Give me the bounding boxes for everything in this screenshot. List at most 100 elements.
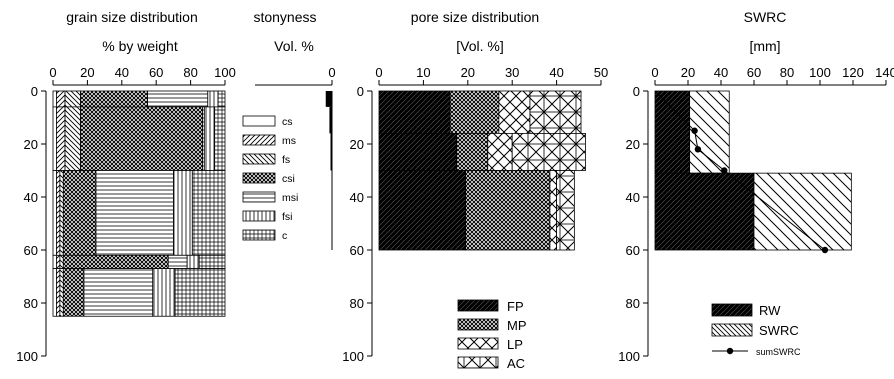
swrc-x-tick-label: 100 (809, 65, 831, 80)
grain-y-tick-label: 20 (24, 137, 38, 152)
grain-bar-msi (83, 268, 154, 317)
pore-x-tick-label: 10 (416, 65, 430, 80)
swrc-x-tick-label: 140 (875, 65, 894, 80)
swrc-legend-label-sumSWRC: sumSWRC (756, 347, 801, 357)
stony-chart-title: stonyness (253, 9, 316, 25)
grain-bar-ms (56, 90, 66, 108)
pore-y-tick-label: 40 (350, 190, 364, 205)
stony-bar (325, 91, 332, 107)
swrc-legend-swatch-RW (711, 303, 753, 317)
grain-legend-label-c: c (282, 230, 287, 242)
pore-bar-FP (378, 90, 451, 134)
swrc-point-sumSWRC (721, 167, 728, 174)
swrc-legend-label-SWRC: SWRC (759, 323, 799, 338)
stony-x-tick-label: 0 (328, 65, 335, 80)
stony-bar (329, 106, 332, 134)
pore-y-tick-label: 80 (350, 296, 364, 311)
swrc-x-tick-label: 60 (747, 65, 761, 80)
pore-x-tick-label: 50 (594, 65, 608, 80)
grain-bar-ms (56, 254, 61, 269)
pore-bar-AC (556, 170, 575, 251)
grain-bar-fsi (152, 268, 176, 317)
grain-legend-label-fs: fs (282, 154, 290, 166)
pore-bar-FP (378, 170, 466, 251)
swrc-point-sumSWRC (821, 246, 829, 254)
grain-bar-cs (52, 268, 57, 317)
swrc-bar-RW (654, 90, 691, 174)
grain-bar-fs (59, 170, 64, 256)
grain-bar-fs (64, 90, 81, 108)
swrc-legend-label-RW: RW (759, 303, 781, 318)
stony-bar (330, 133, 332, 171)
grain-bar-c (191, 170, 226, 256)
grain-y-tick-label: 100 (16, 349, 38, 364)
grain-legend-swatch-cs (242, 115, 276, 127)
pore-bar-LP (549, 170, 558, 251)
pore-bar-AC (529, 90, 582, 134)
grain-bar-msi (167, 254, 188, 269)
pore-legend-label-FP: FP (507, 299, 524, 314)
grain-x-tick-label: 60 (149, 65, 163, 80)
swrc-x-tick-label: 80 (780, 65, 794, 80)
pore-size-chart: 0 10 20 30 40 50 0 20 40 60 80 100 FP MP LP AC (342, 65, 608, 371)
grain-legend-label-fsi: fsi (282, 211, 293, 223)
pore-legend-label-MP: MP (507, 318, 527, 333)
grain-bar-csi (62, 254, 169, 269)
stonyness-chart: 0 (255, 65, 336, 250)
grain-bar-csi (80, 90, 148, 108)
grain-x-tick-label: 100 (214, 65, 236, 80)
grain-chart-title: grain size distribution (66, 9, 198, 25)
grain-bar-fs (59, 254, 64, 269)
grain-legend-label-ms: ms (282, 135, 296, 147)
grain-bar-msi (95, 170, 174, 256)
pore-legend-label-LP: LP (507, 337, 523, 352)
stony-chart-xlabel: Vol. % (274, 38, 314, 54)
grain-x-tick-label: 0 (49, 65, 56, 80)
swrc-legend-swatch-SWRC (711, 323, 753, 337)
grain-bar-fs (64, 106, 81, 171)
swrc-y-tick-label: 40 (626, 190, 640, 205)
grain-bar-cs (52, 106, 57, 171)
grain-legend-label-msi: msi (282, 192, 298, 204)
swrc-point-sumSWRC (691, 127, 698, 134)
grain-bar-cs (52, 170, 57, 256)
swrc-x-tick-label: 40 (714, 65, 728, 80)
swrc-x-tick-label: 20 (681, 65, 695, 80)
grain-legend-swatch-msi (242, 191, 276, 203)
pore-bar-MP (465, 170, 551, 251)
pore-legend-label-AC: AC (507, 356, 525, 371)
pore-y-tick-label: 20 (350, 137, 364, 152)
pore-legend-swatch-AC (457, 356, 499, 369)
swrc-x-tick-label: 120 (842, 65, 864, 80)
grain-bar-cs (52, 90, 57, 108)
swrc-y-tick-label: 20 (626, 137, 640, 152)
grain-x-tick-label: 20 (80, 65, 94, 80)
grain-bar-ms (56, 106, 66, 171)
swrc-y-tick-label: 60 (626, 243, 640, 258)
grain-bar-csi (62, 170, 97, 256)
grain-legend-swatch-ms (242, 134, 276, 146)
swrc-y-tick-label: 80 (626, 296, 640, 311)
pore-y-tick-label: 60 (350, 243, 364, 258)
swrc-chart-title: SWRC (744, 9, 787, 25)
pore-x-tick-label: 40 (549, 65, 563, 80)
grain-bar-fsi (186, 254, 200, 269)
swrc-y-tick-label: 100 (618, 349, 640, 364)
pore-bar-MP (449, 90, 500, 134)
swrc-legend-marker-sumSWRC (726, 347, 734, 355)
grain-legend-swatch-fs (242, 153, 276, 165)
grain-bar-cs (52, 254, 57, 269)
grain-bar-c (217, 90, 226, 108)
grain-bar-c (174, 268, 226, 317)
pore-chart-xlabel: [Vol. %] (456, 38, 503, 54)
grain-legend-label-cs: cs (282, 116, 293, 128)
grain-bar-fsi (203, 106, 216, 171)
pore-y-tick-label: 100 (342, 349, 364, 364)
pore-x-tick-label: 0 (375, 65, 382, 80)
grain-legend-label-csi: csi (282, 173, 295, 185)
grain-bar-fsi (207, 90, 219, 108)
grain-x-tick-label: 80 (183, 65, 197, 80)
pore-chart-title: pore size distribution (411, 9, 539, 25)
grain-y-tick-label: 40 (24, 190, 38, 205)
